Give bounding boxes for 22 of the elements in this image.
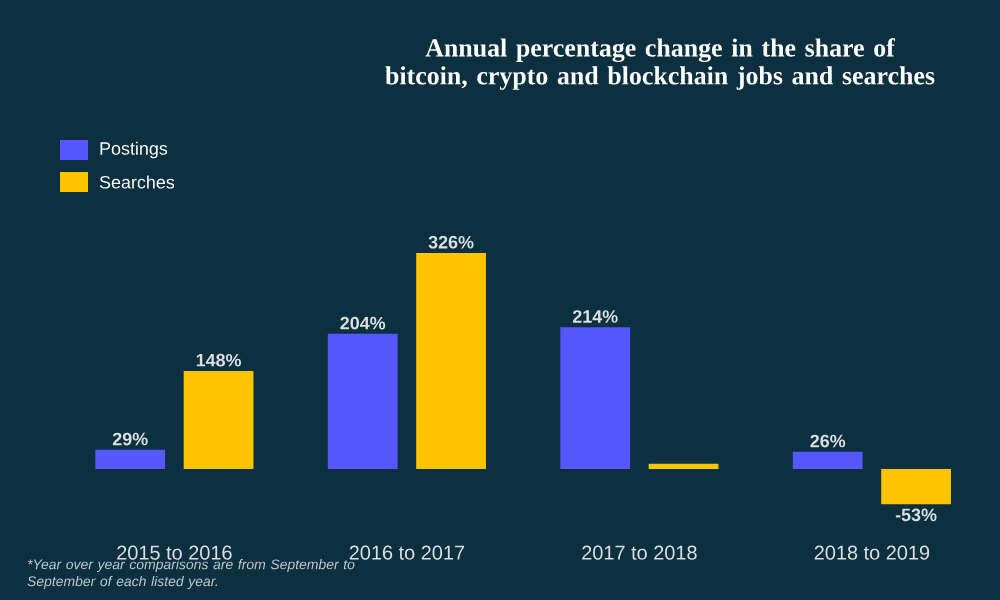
data-label: 29%	[112, 432, 148, 446]
data-label: 148%	[196, 353, 242, 367]
bar	[183, 370, 254, 470]
bar	[792, 451, 863, 470]
bar	[648, 463, 719, 470]
legend-label: Postings	[100, 141, 168, 159]
bar	[95, 449, 166, 470]
bar	[560, 327, 631, 470]
data-label: 326%	[428, 235, 474, 249]
bar	[881, 469, 951, 505]
bar	[416, 253, 486, 470]
legend-label: Searches	[99, 175, 175, 189]
x-tick-label: 2017 to 2018	[582, 545, 697, 560]
data-label: 214%	[572, 310, 618, 323]
bar	[327, 333, 398, 470]
data-label: 26%	[810, 434, 846, 448]
x-tick-label: 2016 to 2017	[349, 545, 465, 560]
data-label: -53%	[895, 508, 937, 522]
chart-title: Annual percentage change in the share of bitcoin, crypto and blockchain jobs and searches	[385, 38, 935, 90]
x-tick-label: 2015 to 2016	[117, 545, 232, 560]
data-label: 204%	[340, 316, 386, 330]
x-tick-label: 2018 to 2019	[814, 545, 930, 560]
